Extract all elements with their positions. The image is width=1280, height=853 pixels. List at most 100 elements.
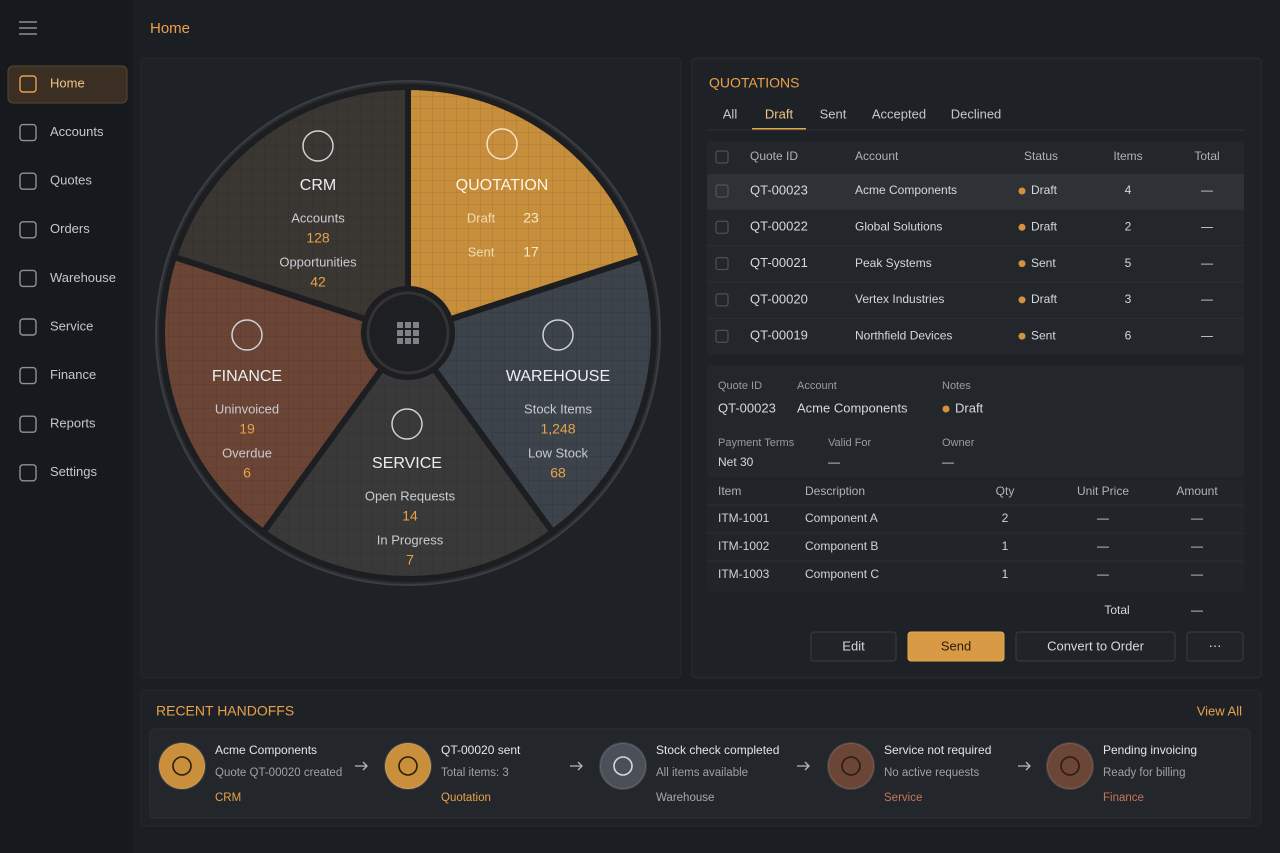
handoff-title: Service not required bbox=[884, 743, 991, 757]
nav-item[interactable]: Warehouse bbox=[50, 270, 116, 285]
checkbox[interactable] bbox=[715, 220, 729, 234]
button[interactable] bbox=[1186, 631, 1244, 662]
nav-icon bbox=[19, 75, 37, 93]
detail-box bbox=[707, 365, 1244, 478]
panel-title: RECENT HANDOFFS bbox=[156, 703, 294, 719]
handoff-subtitle: Quote QT-00020 created bbox=[215, 767, 342, 779]
item-cell: ITM-1003 bbox=[718, 567, 770, 581]
tab[interactable]: Draft bbox=[765, 106, 794, 121]
cell: Vertex Industries bbox=[855, 292, 944, 306]
hub-icon bbox=[405, 330, 411, 336]
field-value: — bbox=[828, 455, 840, 469]
cell: — bbox=[1201, 292, 1213, 306]
checkbox[interactable] bbox=[715, 293, 729, 307]
button-label[interactable]: ⋯ bbox=[1209, 638, 1222, 653]
segment-title: QUOTATION bbox=[456, 177, 549, 194]
nav-item[interactable]: Orders bbox=[50, 221, 90, 236]
nav-icon bbox=[19, 269, 37, 288]
segment-icon bbox=[391, 408, 423, 440]
view-all-link[interactable]: View All bbox=[1197, 703, 1242, 718]
button[interactable] bbox=[1015, 631, 1176, 662]
hub-icon bbox=[405, 338, 411, 344]
panel-title: QUOTATIONS bbox=[709, 75, 799, 91]
cell: Global Solutions bbox=[855, 219, 942, 233]
stat-value: 17 bbox=[523, 244, 539, 260]
handoff-title: Stock check completed bbox=[656, 743, 779, 757]
item-column: Amount bbox=[1176, 484, 1218, 498]
nav-item[interactable]: Finance bbox=[50, 367, 96, 382]
tab[interactable]: Accepted bbox=[872, 106, 926, 121]
hub-icon bbox=[413, 330, 419, 336]
active-nav bbox=[7, 65, 128, 104]
stat-label: Opportunities bbox=[279, 254, 357, 269]
segment-texture bbox=[408, 87, 642, 320]
tab[interactable]: Sent bbox=[820, 106, 847, 121]
handoff-icon bbox=[599, 742, 647, 790]
column-header: Items bbox=[1113, 149, 1142, 163]
quotes-table bbox=[707, 141, 1244, 355]
handoff-glyph bbox=[1060, 756, 1080, 776]
handoff-title: Acme Components bbox=[215, 743, 317, 757]
column-header: Account bbox=[855, 149, 899, 163]
cell[interactable]: QT-00023 bbox=[750, 182, 808, 197]
cell[interactable]: QT-00022 bbox=[750, 219, 808, 234]
hub-icon bbox=[405, 322, 411, 328]
handoff-tag: Quotation bbox=[441, 792, 491, 804]
sidebar bbox=[0, 0, 133, 853]
button[interactable] bbox=[810, 631, 897, 662]
column-header: Quote ID bbox=[750, 149, 798, 163]
checkbox[interactable] bbox=[715, 150, 729, 164]
handoff-subtitle: No active requests bbox=[884, 767, 979, 779]
nav-item[interactable]: Settings bbox=[50, 464, 97, 479]
total-value: — bbox=[1191, 603, 1203, 617]
checkbox[interactable] bbox=[715, 257, 729, 271]
field-value: Acme Components bbox=[797, 400, 908, 415]
item-cell: 2 bbox=[1002, 511, 1009, 525]
cell[interactable]: QT-00020 bbox=[750, 291, 808, 306]
handoff-glyph bbox=[398, 756, 418, 776]
stat-label: Overdue bbox=[222, 445, 272, 460]
cell[interactable]: QT-00019 bbox=[750, 328, 808, 343]
segment-icon bbox=[486, 128, 518, 160]
stat-value: 42 bbox=[310, 274, 326, 290]
field-value: Net 30 bbox=[718, 455, 754, 469]
arrow bbox=[1018, 761, 1031, 771]
handoff-subtitle: All items available bbox=[656, 767, 748, 779]
cell: 6 bbox=[1125, 328, 1132, 342]
item-cell: — bbox=[1191, 567, 1203, 581]
handoff-icon bbox=[384, 742, 432, 790]
selected-row[interactable] bbox=[707, 174, 1244, 210]
status-dot bbox=[942, 405, 950, 413]
column-header: Total bbox=[1194, 149, 1219, 163]
nav-icon bbox=[19, 221, 37, 239]
item-cell: — bbox=[1097, 567, 1109, 581]
tab[interactable]: All bbox=[723, 106, 738, 121]
button-label[interactable]: Send bbox=[941, 638, 971, 653]
cell: 4 bbox=[1125, 183, 1132, 197]
checkbox[interactable] bbox=[715, 184, 729, 198]
button-label[interactable]: Convert to Order bbox=[1047, 638, 1144, 653]
item-cell: Component A bbox=[805, 511, 878, 525]
nav-item[interactable]: Service bbox=[50, 318, 93, 333]
handoff-icon bbox=[827, 742, 875, 790]
nav-item[interactable]: Reports bbox=[50, 416, 96, 431]
tab[interactable]: Declined bbox=[951, 106, 1002, 121]
nav-icon bbox=[19, 318, 37, 336]
checkbox[interactable] bbox=[715, 329, 729, 343]
button-label[interactable]: Edit bbox=[842, 638, 865, 653]
handoff-subtitle: Ready for billing bbox=[1103, 767, 1185, 779]
nav-item[interactable]: Accounts bbox=[50, 124, 104, 139]
nav-item[interactable]: Quotes bbox=[50, 173, 92, 188]
nav-item[interactable]: Home bbox=[50, 75, 85, 90]
status-dot bbox=[1018, 187, 1026, 195]
item-cell: ITM-1002 bbox=[718, 539, 770, 553]
menu-icon[interactable] bbox=[19, 21, 37, 35]
arrow bbox=[570, 761, 583, 771]
status-dot bbox=[1018, 296, 1026, 304]
stat-value: 14 bbox=[402, 508, 418, 524]
button[interactable] bbox=[907, 631, 1005, 662]
item-cell: — bbox=[1097, 511, 1109, 525]
cell[interactable]: QT-00021 bbox=[750, 255, 808, 270]
